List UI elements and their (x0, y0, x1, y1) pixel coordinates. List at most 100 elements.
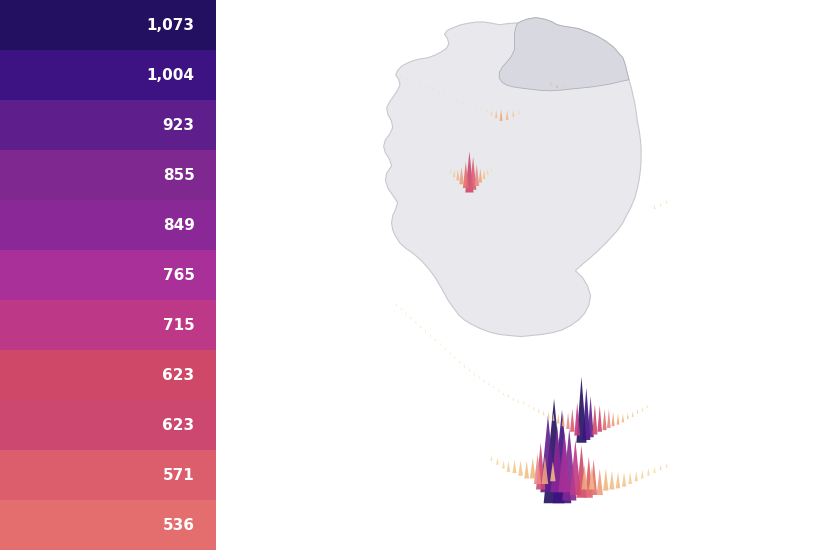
Polygon shape (574, 403, 580, 436)
Polygon shape (632, 411, 634, 417)
Polygon shape (518, 460, 523, 476)
Polygon shape (615, 472, 620, 488)
Polygon shape (641, 470, 644, 478)
Polygon shape (553, 413, 554, 421)
Polygon shape (438, 91, 439, 94)
Polygon shape (474, 164, 479, 186)
Polygon shape (440, 343, 441, 345)
Polygon shape (499, 18, 629, 91)
Polygon shape (519, 110, 520, 114)
Polygon shape (602, 409, 606, 430)
Polygon shape (570, 409, 575, 432)
Polygon shape (444, 94, 445, 96)
Polygon shape (538, 408, 540, 412)
Polygon shape (647, 468, 650, 476)
Text: 623: 623 (163, 367, 195, 382)
FancyBboxPatch shape (0, 100, 216, 150)
Polygon shape (456, 99, 457, 102)
Polygon shape (488, 382, 489, 385)
Text: 855: 855 (163, 168, 195, 183)
Polygon shape (483, 170, 485, 179)
Text: 849: 849 (163, 217, 195, 233)
Polygon shape (462, 101, 464, 103)
Text: 623: 623 (163, 417, 195, 432)
Polygon shape (474, 104, 475, 107)
Polygon shape (483, 379, 484, 382)
FancyBboxPatch shape (0, 150, 216, 200)
Polygon shape (582, 465, 587, 490)
Polygon shape (647, 404, 648, 408)
Polygon shape (629, 472, 632, 484)
Polygon shape (395, 73, 396, 76)
Polygon shape (512, 460, 516, 473)
Polygon shape (587, 396, 594, 437)
Polygon shape (435, 338, 436, 341)
Polygon shape (559, 432, 570, 492)
FancyBboxPatch shape (0, 450, 216, 500)
Polygon shape (611, 412, 615, 426)
Polygon shape (401, 75, 403, 78)
Polygon shape (616, 414, 620, 425)
Polygon shape (582, 388, 591, 440)
Polygon shape (534, 454, 541, 484)
Polygon shape (548, 412, 549, 418)
Polygon shape (453, 170, 455, 177)
Polygon shape (413, 80, 414, 82)
Polygon shape (450, 168, 451, 173)
Polygon shape (607, 409, 610, 428)
Polygon shape (592, 404, 597, 434)
Polygon shape (474, 372, 475, 375)
Polygon shape (406, 312, 407, 315)
Text: 536: 536 (163, 518, 195, 532)
Polygon shape (653, 205, 655, 209)
Polygon shape (533, 406, 535, 410)
Polygon shape (450, 96, 451, 99)
Polygon shape (550, 81, 552, 85)
Polygon shape (507, 461, 510, 472)
Polygon shape (634, 471, 638, 481)
Polygon shape (396, 303, 397, 306)
Polygon shape (543, 410, 544, 415)
Polygon shape (445, 347, 446, 350)
Polygon shape (401, 307, 402, 310)
Polygon shape (553, 410, 571, 503)
Polygon shape (576, 446, 587, 498)
Polygon shape (523, 401, 524, 404)
Polygon shape (420, 82, 421, 85)
Polygon shape (570, 440, 581, 495)
Polygon shape (653, 466, 656, 473)
Polygon shape (540, 415, 556, 492)
FancyBboxPatch shape (0, 400, 216, 450)
Polygon shape (464, 365, 465, 367)
Polygon shape (425, 329, 427, 332)
Polygon shape (426, 85, 427, 88)
Polygon shape (577, 377, 587, 443)
Text: 715: 715 (163, 317, 195, 333)
Polygon shape (384, 18, 641, 337)
Polygon shape (562, 429, 577, 500)
Polygon shape (622, 414, 624, 422)
Polygon shape (550, 426, 563, 492)
Polygon shape (469, 368, 470, 371)
Polygon shape (490, 455, 493, 461)
Polygon shape (469, 157, 476, 190)
Polygon shape (517, 399, 519, 403)
Polygon shape (463, 162, 469, 188)
Polygon shape (666, 200, 667, 204)
Polygon shape (585, 456, 593, 498)
Text: 765: 765 (163, 267, 195, 283)
Polygon shape (478, 168, 482, 183)
Polygon shape (637, 409, 639, 414)
Polygon shape (557, 414, 559, 424)
Polygon shape (590, 459, 597, 495)
Polygon shape (430, 334, 431, 337)
FancyBboxPatch shape (0, 500, 216, 550)
Polygon shape (415, 321, 417, 323)
Polygon shape (487, 109, 488, 113)
Polygon shape (480, 107, 482, 110)
FancyBboxPatch shape (0, 300, 216, 350)
Polygon shape (556, 84, 558, 88)
Polygon shape (536, 443, 545, 490)
Polygon shape (627, 412, 629, 419)
FancyBboxPatch shape (0, 350, 216, 400)
